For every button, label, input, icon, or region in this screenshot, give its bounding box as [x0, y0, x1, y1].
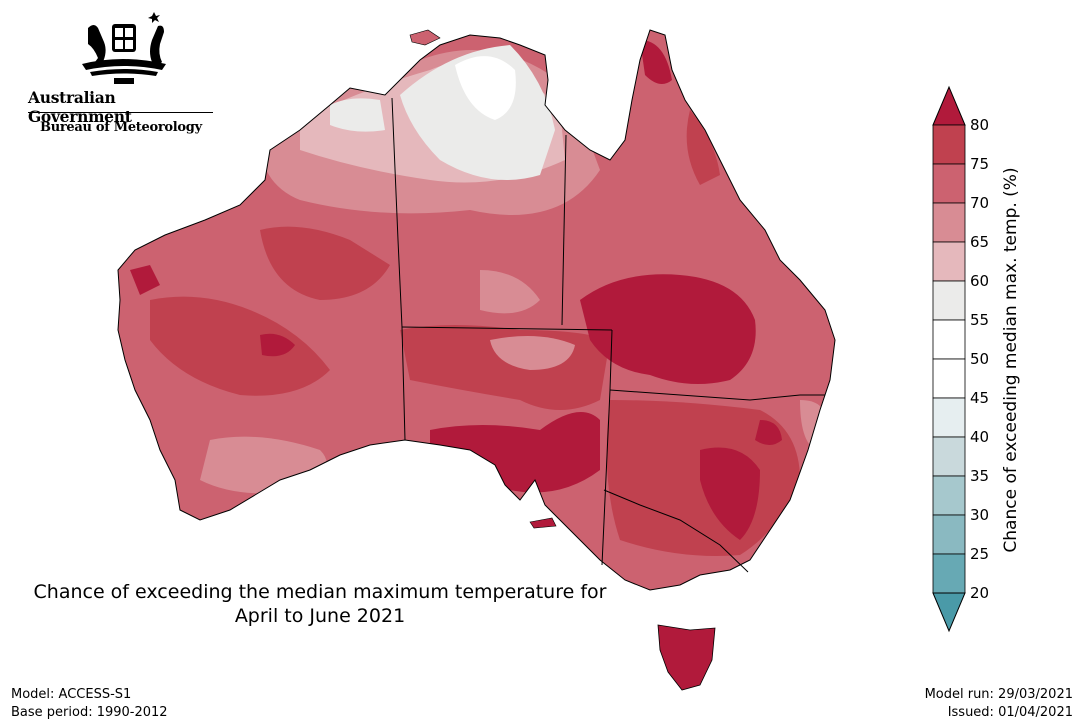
model-name: Model: ACCESS-S1 [11, 687, 132, 702]
government-name: Australian Government [28, 88, 132, 126]
state-borders [391, 97, 825, 573]
issued-date: Issued: 01/04/2021 [947, 705, 1073, 720]
footer-left: Model: ACCESS-S1 Base period: 1990-2012 [11, 686, 168, 722]
map-title-line1: Chance of exceeding the median maximum t… [33, 581, 607, 603]
divider [28, 112, 213, 113]
tasmania [657, 624, 716, 691]
footer-right: Model run: 29/03/2021 Issued: 01/04/2021 [925, 686, 1073, 722]
kangaroo-island [529, 517, 557, 529]
mainland-fill [118, 30, 835, 590]
map-title-line2: April to June 2021 [234, 605, 406, 627]
agency-name: Bureau of Meteorology [40, 120, 202, 135]
map-title: Chance of exceeding the median maximum t… [0, 580, 640, 628]
coat-of-arms-icon [82, 12, 166, 84]
bom-logo: Australian Government Bureau of Meteorol… [28, 10, 218, 140]
mainland-coastline [117, 29, 836, 591]
base-period: Base period: 1990-2012 [11, 705, 168, 720]
tiwi-islands [409, 29, 441, 46]
model-run-date: Model run: 29/03/2021 [924, 687, 1073, 702]
